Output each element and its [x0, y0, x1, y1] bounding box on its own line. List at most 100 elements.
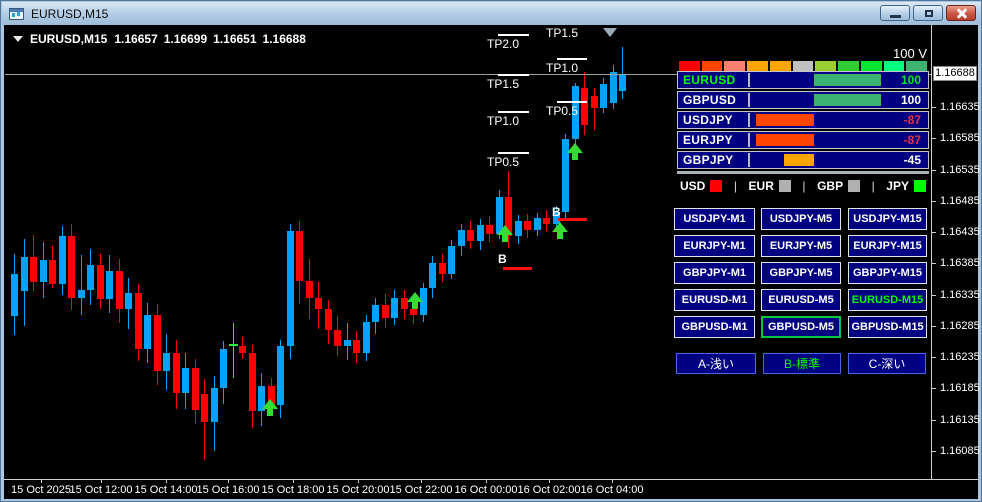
strength-row: GBPJPY -45: [677, 151, 929, 169]
pair-timeframe-button[interactable]: GBPJPY-M15: [848, 262, 927, 284]
currency-color-swatch: [913, 180, 926, 192]
strength-bar: [814, 94, 881, 106]
strength-bar: [784, 154, 814, 166]
candle: [40, 260, 47, 282]
gradient-cell: [679, 61, 700, 72]
arrow-stem: [502, 235, 508, 242]
candle: [116, 271, 123, 309]
candle: [429, 263, 436, 288]
candle: [173, 353, 180, 393]
row-divider: [748, 133, 750, 147]
pair-timeframe-button[interactable]: USDJPY-M5: [761, 208, 841, 230]
entry-marker-label: B: [552, 205, 561, 219]
candle: [439, 263, 446, 274]
entry-marker-label: B: [498, 252, 507, 266]
mode-button[interactable]: A-浅い: [676, 353, 756, 374]
strength-value: 100: [900, 93, 921, 107]
restore-icon: [925, 10, 933, 17]
pair-timeframe-button[interactable]: EURJPY-M1: [674, 235, 755, 257]
tp-level-label: TP2.0: [487, 37, 520, 51]
currency-color-swatch: [778, 180, 791, 192]
minimize-button[interactable]: [880, 5, 910, 21]
legend-currency-label: EUR: [748, 179, 774, 193]
pair-timeframe-button[interactable]: GBPJPY-M5: [761, 262, 841, 284]
tp-level-label: TP0.5: [546, 104, 579, 118]
pair-timeframe-button[interactable]: GBPUSD-M15: [848, 316, 927, 338]
candle: [458, 230, 465, 246]
time-tick: [549, 480, 550, 483]
pair-label: GBPJPY: [683, 153, 734, 167]
buy-arrow-icon: [407, 292, 423, 309]
candle: [192, 368, 199, 410]
candle: [572, 86, 579, 139]
gradient-cell: [883, 61, 905, 72]
candle: [144, 315, 151, 349]
buy-arrow-icon: [262, 399, 278, 416]
price-axis-label: 1.16385: [940, 257, 980, 269]
candle: [410, 309, 417, 315]
arrow-stem: [267, 409, 273, 416]
pair-timeframe-button[interactable]: EURJPY-M15: [848, 235, 927, 257]
price-axis-label: 1.16235: [940, 351, 980, 363]
symbol-dropdown-icon[interactable]: [13, 36, 23, 42]
pair-timeframe-button[interactable]: USDJPY-M1: [674, 208, 755, 230]
time-tick: [166, 480, 167, 483]
price-tick: [932, 451, 936, 452]
tp-level-line: [557, 101, 587, 103]
tp-level-line: [498, 111, 529, 113]
price-axis-label: 1.16185: [940, 382, 980, 394]
arrow-head: [497, 225, 513, 235]
pair-timeframe-button[interactable]: EURJPY-M5: [761, 235, 841, 257]
candle-doji-dash: [229, 344, 238, 346]
candle: [562, 139, 569, 212]
restore-button[interactable]: [913, 5, 943, 21]
mode-button[interactable]: C-深い: [848, 353, 926, 374]
pair-timeframe-button[interactable]: EURUSD-M5: [761, 289, 841, 311]
price-tick: [932, 263, 936, 264]
candle: [325, 309, 332, 330]
time-axis-label: 15 Oct 14:00: [134, 484, 198, 496]
title-bar[interactable]: EURUSD,M15: [2, 2, 981, 25]
gradient-cell: [747, 61, 768, 72]
pair-timeframe-button[interactable]: USDJPY-M15: [848, 208, 927, 230]
currency-color-swatch: [710, 180, 723, 192]
tp-level-line: [498, 74, 529, 76]
legend-separator: |: [871, 179, 875, 193]
price-axis-label: 1.16085: [940, 445, 980, 457]
price-tick: [932, 170, 936, 171]
legend-currency-label: USD: [680, 179, 706, 193]
candle-wick: [622, 47, 623, 99]
time-tick: [358, 480, 359, 483]
pair-timeframe-button[interactable]: EURUSD-M1: [674, 289, 755, 311]
price-axis-label: 1.16135: [940, 414, 980, 426]
tp-level-line: [498, 152, 529, 154]
candle: [268, 386, 275, 405]
candle: [610, 72, 617, 103]
candle: [420, 288, 427, 315]
candle: [334, 330, 341, 346]
candle: [163, 353, 170, 371]
legend-item: GBP: [817, 179, 861, 193]
pair-timeframe-button[interactable]: GBPUSD-M1: [674, 316, 755, 338]
price-tick: [932, 326, 936, 327]
strength-bar: [756, 114, 814, 126]
close-button[interactable]: [946, 5, 976, 21]
pair-timeframe-button[interactable]: EURUSD-M15: [848, 289, 927, 311]
candle: [534, 218, 541, 230]
mode-button[interactable]: B-標準: [763, 353, 841, 374]
time-axis-label: 15 Oct 18:00: [261, 484, 325, 496]
candle: [448, 246, 455, 274]
time-axis[interactable]: 15 Oct 2025 15 Oct 12:00 15 Oct 14:00 15 Oc…: [4, 480, 978, 498]
candle: [505, 197, 512, 236]
candle: [600, 84, 607, 108]
pair-timeframe-button[interactable]: GBPJPY-M1: [674, 262, 755, 284]
time-tick: [101, 480, 102, 483]
pair-timeframe-button[interactable]: GBPUSD-M5: [761, 316, 841, 338]
candle: [401, 298, 408, 309]
price-axis[interactable]: 1.16688 1.16635 1.16585 1.16535 1.16485 1.16…: [932, 25, 980, 479]
entry-line: [503, 267, 532, 270]
legend-currency-label: GBP: [817, 179, 844, 193]
row-divider: [748, 113, 750, 127]
candle: [87, 265, 94, 290]
candle: [306, 281, 313, 298]
